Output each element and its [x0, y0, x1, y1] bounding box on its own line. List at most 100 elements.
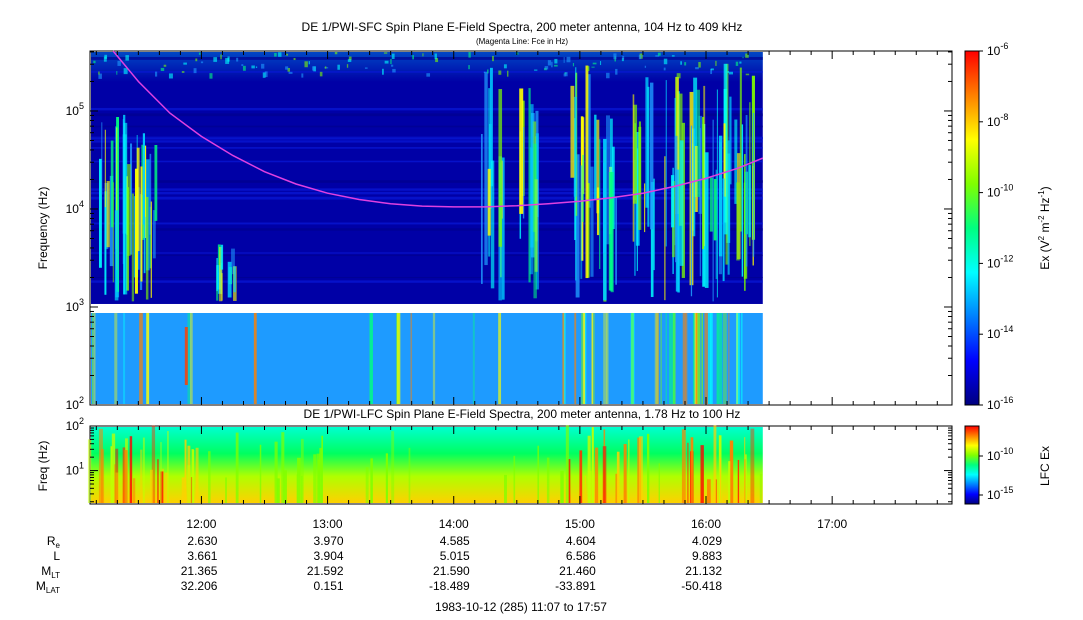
sfc-top-noise	[503, 64, 507, 69]
ephemeris-row-label: L	[53, 549, 60, 563]
sfc-low-band-streak	[707, 312, 711, 404]
lfc-emission-streak	[149, 469, 153, 503]
lfc-emission-streak	[313, 454, 317, 503]
sfc-top-noise	[498, 70, 502, 75]
sfc-emission-streak	[98, 158, 102, 268]
sfc-emission-streak	[702, 116, 704, 250]
lfc-emission-streak	[365, 467, 369, 503]
sfc-top-noise	[547, 60, 552, 66]
sfc-y-axis-label: Frequency (Hz)	[36, 187, 50, 270]
sfc-emission-streak	[529, 147, 533, 275]
sfc-top-noise	[487, 69, 489, 74]
lfc-emission-streak	[750, 428, 755, 503]
sfc-top-noise	[391, 64, 394, 67]
sfc-emission-streak	[533, 143, 537, 299]
lfc-emission-streak	[579, 450, 583, 503]
sfc-emission-streak	[498, 89, 503, 247]
lfc-emission-streak	[690, 437, 694, 503]
sfc-top-noise	[729, 71, 734, 75]
lfc-emission-streak	[98, 428, 103, 503]
sfc-colorbar-label: Ex (V2 m-2 Hz-1)	[1037, 186, 1052, 269]
sfc-emission-streak	[575, 154, 580, 298]
sfc-emission-streak	[596, 187, 600, 236]
sfc-colorbar-tick-label: 10-14	[987, 324, 1013, 341]
lfc-heatmap	[87, 425, 763, 503]
sfc-top-noise	[125, 55, 129, 61]
sfc-emission-streak	[152, 210, 156, 259]
sfc-top-noise	[599, 61, 602, 66]
sfc-top-noise	[554, 64, 558, 67]
sfc-band-streak	[91, 71, 763, 73]
sfc-emission-streak	[675, 169, 680, 292]
sfc-low-band-streak	[710, 312, 713, 404]
lfc-emission-streak	[729, 440, 734, 503]
sfc-heatmap	[91, 52, 763, 404]
lfc-colorbar-label: LFC Ex	[1038, 446, 1052, 486]
time-tick-label: 12:00	[186, 517, 216, 531]
sfc-top-noise	[592, 62, 597, 65]
sfc-colorbar-tick-label: 10-10	[987, 183, 1013, 200]
lfc-emission-streak	[713, 425, 717, 503]
sfc-emission-streak	[489, 67, 493, 187]
sfc-top-noise	[554, 58, 558, 64]
sfc-emission-streak	[636, 148, 638, 272]
sfc-top-noise	[742, 56, 744, 59]
sfc-top-noise	[426, 73, 431, 77]
sfc-low-band-streak	[581, 312, 584, 404]
sfc-top-noise	[334, 52, 338, 55]
lfc-emission-streak	[658, 463, 660, 503]
sfc-top-noise	[274, 52, 277, 57]
sfc-emission-streak	[142, 133, 146, 225]
sfc-emission-streak	[231, 248, 235, 275]
sfc-top-noise	[181, 71, 185, 73]
sfc-band-streak	[91, 125, 763, 128]
sfc-top-noise	[613, 53, 617, 60]
lfc-emission-streak	[235, 432, 239, 503]
sfc-top-noise	[337, 64, 340, 70]
sfc-top-noise	[98, 71, 100, 75]
sfc-top-noise	[98, 73, 102, 79]
lfc-emission-streak	[707, 479, 711, 503]
time-axis: 12:00 13:00 14:00 15:00 16:00 17:00	[95, 51, 938, 531]
sfc-emission-streak	[638, 126, 642, 230]
sfc-top-noise	[587, 66, 590, 72]
ephemeris-value: 4.029	[692, 534, 722, 548]
lfc-emission-streak	[513, 455, 516, 503]
sfc-top-noise	[213, 57, 218, 62]
sfc-low-band-streak	[396, 312, 401, 404]
lfc-y-tick-label: 102	[66, 416, 84, 433]
sfc-low-band-streak	[740, 312, 743, 404]
ephemeris-value: 4.604	[566, 534, 596, 548]
sfc-top-noise	[364, 67, 368, 69]
sfc-emission-streak	[670, 175, 675, 228]
lfc-emission-streak	[115, 472, 119, 503]
sfc-band-streak	[91, 113, 763, 117]
lfc-emission-streak	[166, 431, 169, 503]
sfc-low-band-streak	[685, 312, 688, 404]
lfc-emission-streak	[114, 464, 116, 503]
sfc-emission-streak	[596, 119, 600, 214]
sfc-emission-streak	[501, 157, 505, 300]
sfc-emission-streak	[220, 244, 224, 270]
sfc-low-band-streak	[736, 312, 740, 404]
sfc-low-band-streak	[682, 312, 687, 404]
sfc-top-noise	[319, 71, 323, 77]
sfc-top-noise	[384, 60, 389, 64]
sfc-top-noise	[304, 61, 308, 68]
sfc-top-noise	[154, 71, 158, 77]
lfc-emission-streak	[110, 446, 113, 503]
sfc-panel: 102 103 104 105 Frequency (Hz)	[36, 50, 953, 412]
sfc-emission-streak	[519, 88, 524, 214]
lfc-y-ticks: 101 102	[66, 416, 952, 503]
lfc-y-tick-label: 101	[66, 461, 84, 478]
sfc-top-noise	[745, 53, 749, 58]
sfc-low-band-streak	[114, 312, 118, 404]
lfc-emission-streak	[647, 433, 650, 503]
sfc-top-noise	[551, 61, 553, 68]
sfc-emission-streak	[101, 122, 103, 195]
sfc-low-band-streak	[631, 312, 634, 404]
sfc-low-band-streak	[498, 312, 502, 404]
sfc-emission-streak	[647, 86, 650, 227]
sfc-emission-streak	[716, 89, 718, 298]
sfc-top-noise	[710, 69, 713, 75]
